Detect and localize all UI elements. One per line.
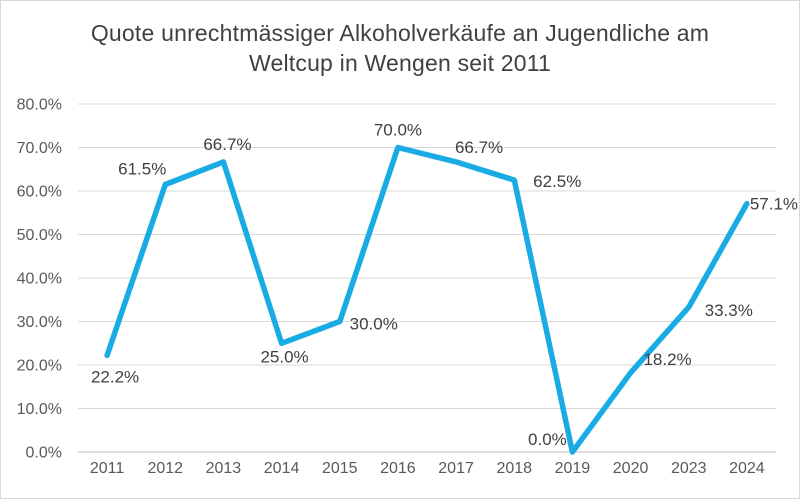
data-point-label: 70.0% [374,121,422,140]
y-axis-tick-label: 0.0% [26,445,62,462]
y-axis-tick-label: 30.0% [17,314,62,331]
y-axis-tick-label: 20.0% [17,358,62,375]
x-axis-tick-label: 2012 [147,460,183,477]
y-axis-tick-label: 70.0% [17,140,62,157]
data-point-label: 57.1% [750,195,798,214]
data-point-label: 61.5% [118,159,166,178]
x-axis-tick-label: 2014 [264,460,300,477]
y-axis-tick-label: 10.0% [17,401,62,418]
x-axis-tick-label: 2023 [671,460,707,477]
series-line [104,144,750,455]
y-axis-tick-label: 80.0% [17,97,62,114]
data-point-label: 18.2% [643,350,691,369]
x-axis-tick-label: 2019 [555,460,591,477]
data-point-label: 0.0% [528,430,567,449]
x-axis-tick-label: 2017 [438,460,474,477]
data-point-label: 30.0% [350,315,398,334]
x-axis-tick-label: 2015 [322,460,358,477]
x-axis-tick-label: 2011 [90,460,125,477]
y-axis-tick-label: 50.0% [17,227,62,244]
x-axis-tick-label: 2013 [206,460,242,477]
x-axis-tick-label: 2016 [380,460,416,477]
y-axis-tick-label: 60.0% [17,184,62,201]
data-point-label: 62.5% [533,172,581,191]
data-point-label: 22.2% [91,367,139,386]
data-point-label: 66.7% [203,135,251,154]
x-axis-tick-label: 2024 [729,460,765,477]
x-axis-tick-label: 2018 [496,460,532,477]
y-axis-tick-label: 40.0% [17,271,62,288]
data-point-label: 25.0% [260,347,308,366]
data-point-label: 66.7% [455,138,503,157]
x-axis-tick-label: 2020 [613,460,649,477]
data-point-label: 33.3% [705,301,753,320]
chart-title: Quote unrechtmässiger Alkoholverkäufe an… [90,20,710,76]
